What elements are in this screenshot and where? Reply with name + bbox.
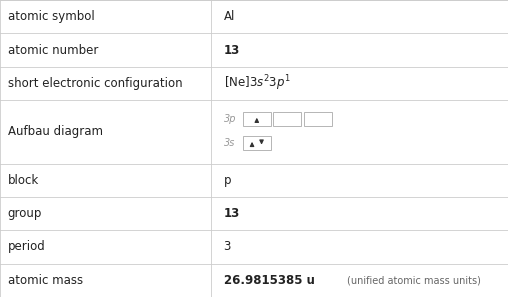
Text: atomic number: atomic number <box>8 44 98 56</box>
Text: 13: 13 <box>224 207 240 220</box>
Text: Al: Al <box>224 10 235 23</box>
Bar <box>273 112 301 126</box>
Bar <box>243 136 271 150</box>
Bar <box>243 112 271 126</box>
Text: atomic symbol: atomic symbol <box>8 10 94 23</box>
Text: (unified atomic mass units): (unified atomic mass units) <box>347 275 481 285</box>
Text: atomic mass: atomic mass <box>8 274 83 287</box>
Text: 13: 13 <box>224 44 240 56</box>
Text: 3p: 3p <box>224 114 236 124</box>
Text: 3s: 3s <box>224 138 235 148</box>
Text: p: p <box>224 174 231 187</box>
Text: 26.9815385 u: 26.9815385 u <box>224 274 314 287</box>
Text: Aufbau diagram: Aufbau diagram <box>8 125 103 138</box>
Text: $\mathsf{[Ne]3}s^{2}\mathsf{3}p^{1}$: $\mathsf{[Ne]3}s^{2}\mathsf{3}p^{1}$ <box>224 74 291 93</box>
Text: period: period <box>8 241 45 253</box>
Text: block: block <box>8 174 39 187</box>
Text: short electronic configuration: short electronic configuration <box>8 77 182 90</box>
Bar <box>304 112 332 126</box>
Text: group: group <box>8 207 42 220</box>
Text: 3: 3 <box>224 241 231 253</box>
